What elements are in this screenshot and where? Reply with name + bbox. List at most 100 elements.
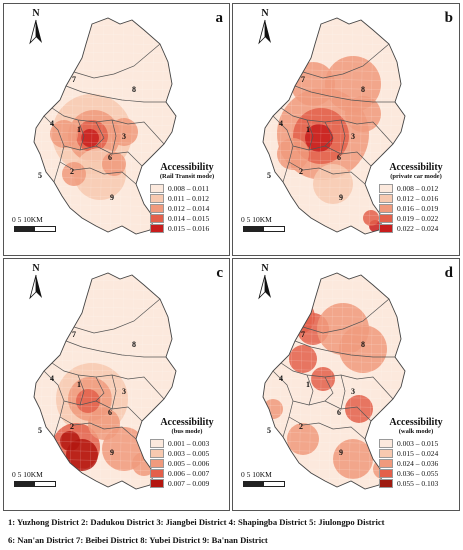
accessibility-zone	[88, 408, 120, 440]
accessibility-zone	[283, 303, 303, 323]
legend-entry: 0.036 – 0.055	[379, 468, 459, 478]
north-arrow: N	[255, 264, 275, 305]
legend-swatch	[150, 458, 164, 468]
legend-entry: 0.003 – 0.005	[150, 448, 229, 458]
accessibility-zone	[50, 120, 78, 148]
district-boundary	[292, 400, 372, 422]
north-label: N	[32, 8, 40, 19]
subdistrict-boundary	[34, 368, 176, 373]
legend-entry: 0.008 – 0.012	[379, 183, 459, 193]
panel-letter: a	[215, 10, 224, 26]
district-number-label: 2	[299, 167, 303, 176]
district-boundary	[73, 298, 161, 334]
subdistrict-boundary	[129, 273, 135, 489]
legend: Accessibility (Rail Transit mode) 0.008 – …	[144, 162, 229, 233]
district-boundary	[77, 374, 85, 406]
subdistrict-boundary	[79, 18, 85, 234]
legend-label: 0.003 – 0.015	[397, 438, 439, 448]
legend-entry: 0.006 – 0.007	[150, 468, 229, 478]
district-number-label: 4	[50, 374, 54, 383]
subdistrict-boundary	[263, 113, 405, 118]
legend-swatch	[379, 458, 393, 468]
legend-swatch	[379, 213, 393, 223]
district-number-label: 2	[70, 422, 74, 431]
legend-label: 0.001 – 0.003	[168, 438, 210, 448]
district-number-label: 6	[108, 408, 112, 417]
district-number-label: 1	[77, 380, 81, 389]
district-boundary	[95, 121, 105, 147]
legend-title: Accessibility	[389, 162, 443, 173]
legend-label: 0.006 – 0.007	[168, 468, 210, 478]
district-number-label: 1	[306, 380, 310, 389]
panel-letter: d	[444, 265, 453, 281]
north-arrow: N	[26, 9, 46, 50]
legend-swatch	[150, 183, 164, 193]
subdistrict-boundary	[263, 377, 405, 382]
accessibility-zone	[62, 162, 86, 186]
subdistrict-boundary	[129, 18, 135, 234]
scale-bar: 0 5 10KM	[241, 215, 321, 237]
subdistrict-boundary	[328, 273, 334, 489]
district-boundary	[280, 107, 394, 145]
subdistrict-boundary	[318, 18, 324, 234]
district-number-label: 8	[132, 85, 136, 94]
accessibility-zone	[289, 345, 317, 373]
legend-entry: 0.003 – 0.015	[379, 438, 459, 448]
legend-entry: 0.008 – 0.011	[150, 183, 229, 193]
subdistrict-boundary	[99, 273, 105, 489]
map-panel-a: 1 2 3 4 5 6 7 8 9 a N Accessibility (Rail Transit mo…	[3, 3, 230, 256]
district-caption-line-1: 1: Yuzhong District 2: Dadukou District …	[8, 517, 385, 527]
accessibility-zone	[277, 138, 309, 170]
legend-entry: 0.001 – 0.003	[150, 438, 229, 448]
scale-bar: 0 5 10KM	[12, 215, 92, 237]
legend-swatch	[379, 438, 393, 448]
subdistrict-boundary	[263, 395, 405, 400]
legend-label: 0.055 – 0.103	[397, 478, 439, 488]
subdistrict-boundary	[139, 18, 145, 234]
legend-entry: 0.015 – 0.016	[150, 223, 229, 233]
subdistrict-boundary	[34, 149, 176, 154]
district-boundary	[59, 161, 137, 185]
district-number-label: 3	[351, 132, 355, 141]
accessibility-zone	[287, 423, 319, 455]
district-number-label: 6	[108, 153, 112, 162]
legend-swatch	[150, 203, 164, 213]
legend-swatch	[379, 203, 393, 213]
subdistrict-boundary	[263, 368, 405, 373]
district-boundary	[294, 85, 395, 103]
scale-bar-label: 0 5 10KM	[12, 470, 43, 479]
district-boundary	[77, 119, 85, 151]
district-boundary	[51, 362, 165, 400]
district-number-label: 7	[72, 75, 76, 84]
north-label: N	[32, 263, 40, 274]
district-boundary	[340, 119, 346, 155]
subdistrict-boundary	[119, 18, 125, 234]
legend-label: 0.014 – 0.015	[168, 213, 210, 223]
scale-bar-label: 0 5 10KM	[241, 215, 272, 224]
legend-swatch	[379, 183, 393, 193]
legend-label: 0.036 – 0.055	[397, 468, 439, 478]
subdistrict-boundary	[308, 18, 314, 234]
legend: Accessibility (walk mode) 0.003 – 0.015 0.0…	[373, 417, 459, 488]
legend-label: 0.012 – 0.014	[168, 203, 210, 213]
district-number-label: 4	[279, 119, 283, 128]
district-boundary	[111, 119, 117, 155]
district-number-label: 2	[299, 422, 303, 431]
district-number-label: 6	[337, 153, 341, 162]
legend-swatch	[379, 448, 393, 458]
city-outline	[33, 272, 177, 490]
legend-entry: 0.022 – 0.024	[379, 223, 459, 233]
district-number-label: 5	[38, 426, 42, 435]
district-number-label: 8	[361, 85, 365, 94]
district-boundary	[324, 121, 334, 147]
subdistrict-boundary	[338, 273, 344, 489]
city-outline	[262, 17, 406, 235]
legend-label: 0.012 – 0.016	[397, 193, 439, 203]
district-boundary	[73, 43, 161, 79]
north-arrow: N	[255, 9, 275, 50]
district-boundary	[59, 416, 137, 440]
legend-entry: 0.011 – 0.012	[150, 193, 229, 203]
subdistrict-boundary	[263, 122, 405, 127]
legend-swatch	[379, 468, 393, 478]
north-arrow-icon	[258, 19, 271, 45]
